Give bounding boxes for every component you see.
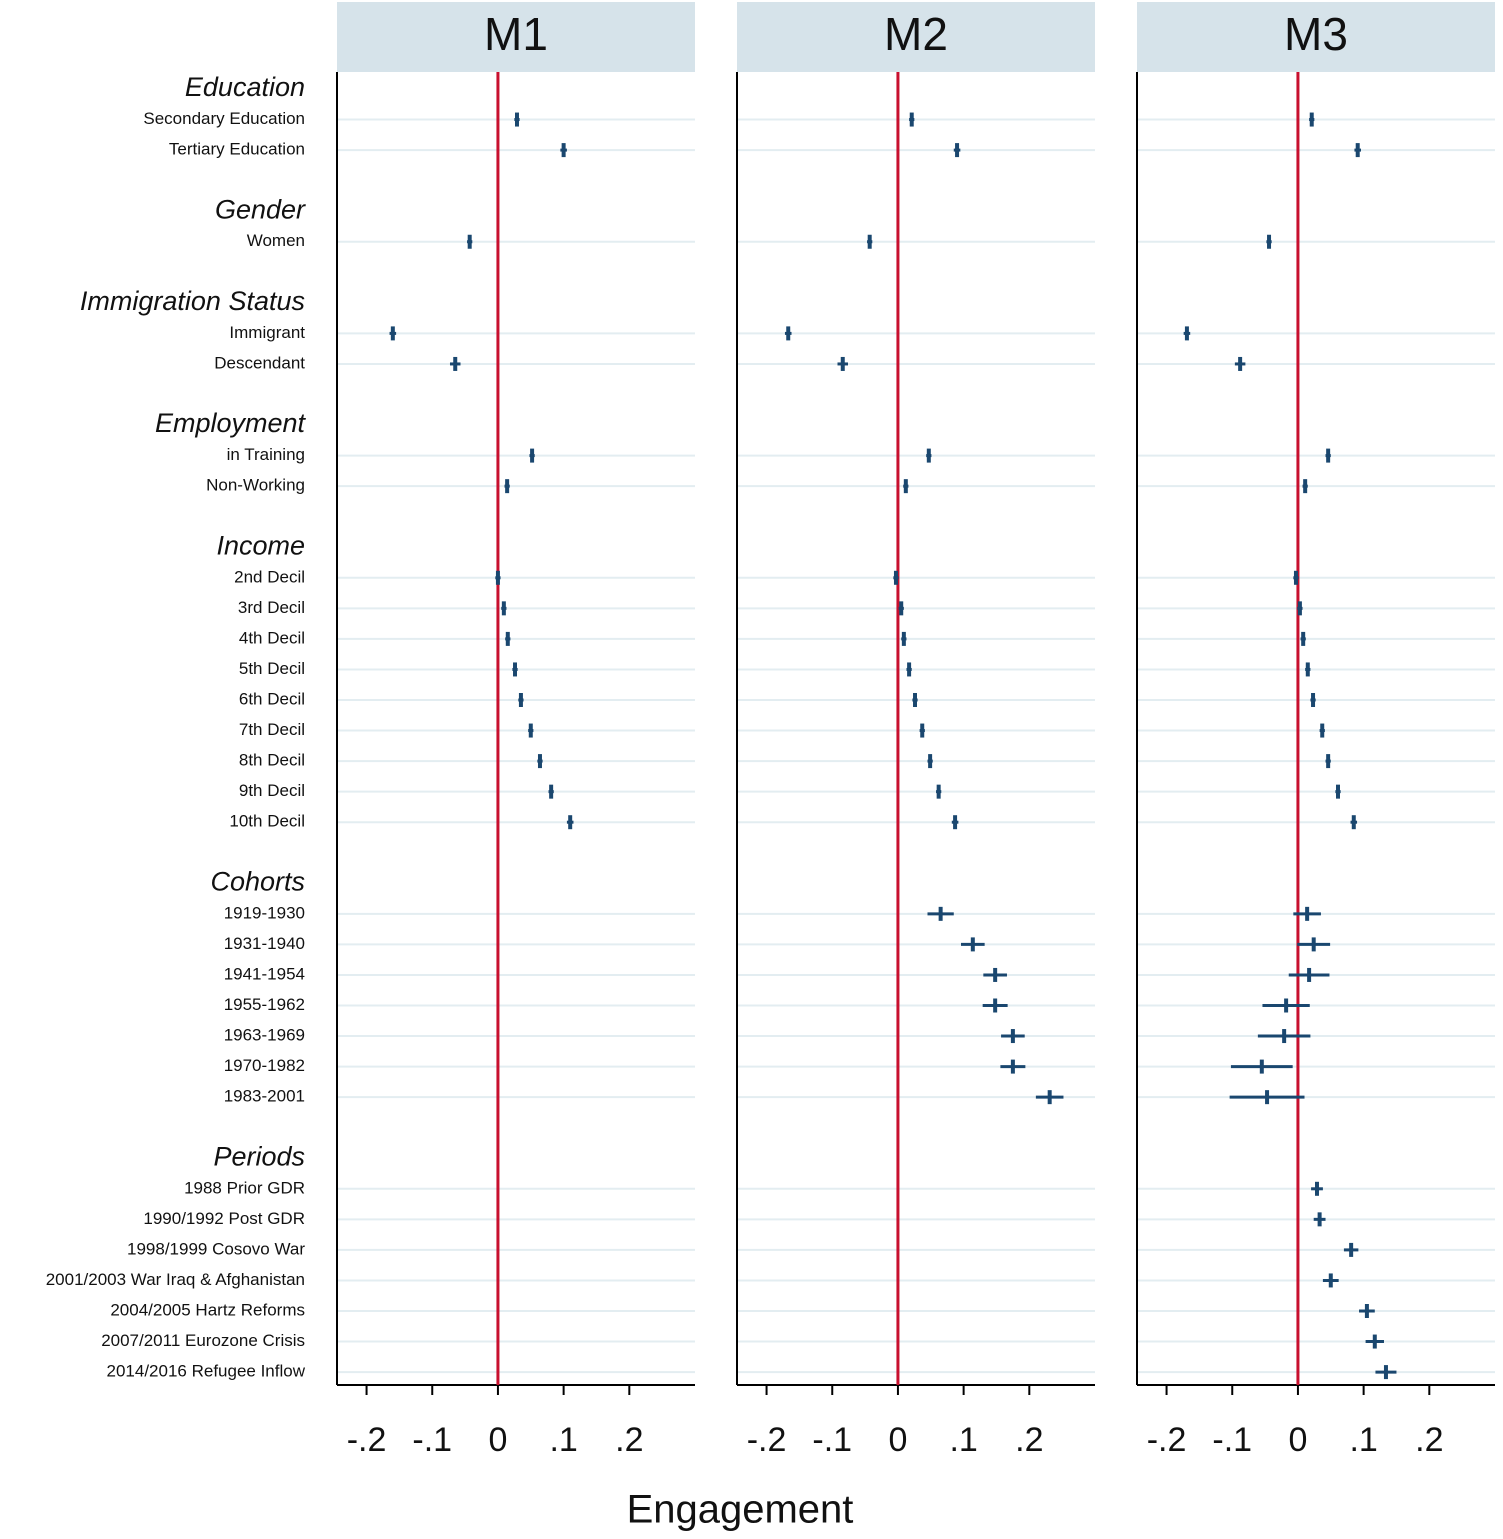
group-label: Cohorts: [210, 866, 305, 896]
row-label: 2001/2003 War Iraq & Afghanistan: [46, 1270, 305, 1289]
row-label: 8th Decil: [239, 751, 305, 770]
row-label: 1970-1982: [224, 1056, 305, 1075]
x-tick-label: -.1: [812, 1421, 852, 1459]
row-label: 2nd Decil: [234, 567, 305, 586]
x-tick-label: .2: [1015, 1421, 1043, 1459]
row-label: 9th Decil: [239, 781, 305, 800]
row-label: 1963-1969: [224, 1026, 305, 1045]
row-label: 2004/2005 Hartz Reforms: [110, 1300, 305, 1319]
x-tick-label: 0: [488, 1421, 507, 1459]
row-label: 1941-1954: [224, 964, 305, 983]
row-label: 1998/1999 Cosovo War: [127, 1239, 305, 1258]
row-label: 1990/1992 Post GDR: [143, 1209, 305, 1228]
x-tick-label: -.2: [347, 1421, 387, 1459]
panel-title: M3: [1284, 8, 1348, 60]
x-axis-label: Engagement: [627, 1488, 854, 1532]
row-label: 1919-1930: [224, 903, 305, 922]
x-tick-label: .1: [549, 1421, 577, 1459]
row-label: 7th Decil: [239, 720, 305, 739]
x-tick-label: .1: [949, 1421, 977, 1459]
row-label: 1931-1940: [224, 934, 305, 953]
row-label: Descendant: [214, 353, 305, 372]
row-label: 6th Decil: [239, 689, 305, 708]
row-label: Women: [247, 231, 305, 250]
row-label: 5th Decil: [239, 659, 305, 678]
panel-title: M1: [484, 8, 548, 60]
group-label: Income: [216, 530, 305, 560]
group-label: Immigration Status: [80, 286, 305, 316]
x-tick-label: .2: [615, 1421, 643, 1459]
x-tick-label: 0: [1288, 1421, 1307, 1459]
row-label: 1955-1962: [224, 995, 305, 1014]
x-tick-label: -.1: [412, 1421, 452, 1459]
x-tick-label: -.2: [747, 1421, 787, 1459]
panel-header: [337, 2, 695, 72]
row-label: 1988 Prior GDR: [184, 1178, 305, 1197]
row-label: Tertiary Education: [169, 140, 305, 159]
row-label: Secondary Education: [143, 109, 305, 128]
group-label: Gender: [215, 194, 306, 224]
row-label: 4th Decil: [239, 628, 305, 647]
row-label: 2007/2011 Eurozone Crisis: [101, 1331, 305, 1350]
row-label: 3rd Decil: [238, 598, 305, 617]
panel-header: [1137, 2, 1495, 72]
row-label: 1983-2001: [224, 1087, 305, 1106]
row-label: Immigrant: [229, 323, 305, 342]
group-label: Periods: [213, 1141, 305, 1171]
panel-title: M2: [884, 8, 948, 60]
x-tick-label: -.2: [1147, 1421, 1187, 1459]
x-tick-label: .2: [1415, 1421, 1443, 1459]
row-label: in Training: [227, 445, 305, 464]
row-label: 10th Decil: [229, 812, 305, 831]
x-tick-label: -.1: [1212, 1421, 1252, 1459]
group-label: Education: [185, 72, 305, 102]
x-tick-label: 0: [888, 1421, 907, 1459]
x-tick-label: .1: [1349, 1421, 1377, 1459]
group-label: Employment: [155, 408, 307, 438]
row-label: 2014/2016 Refugee Inflow: [107, 1362, 306, 1381]
panel-header: [737, 2, 1095, 72]
row-label: Non-Working: [206, 476, 305, 495]
